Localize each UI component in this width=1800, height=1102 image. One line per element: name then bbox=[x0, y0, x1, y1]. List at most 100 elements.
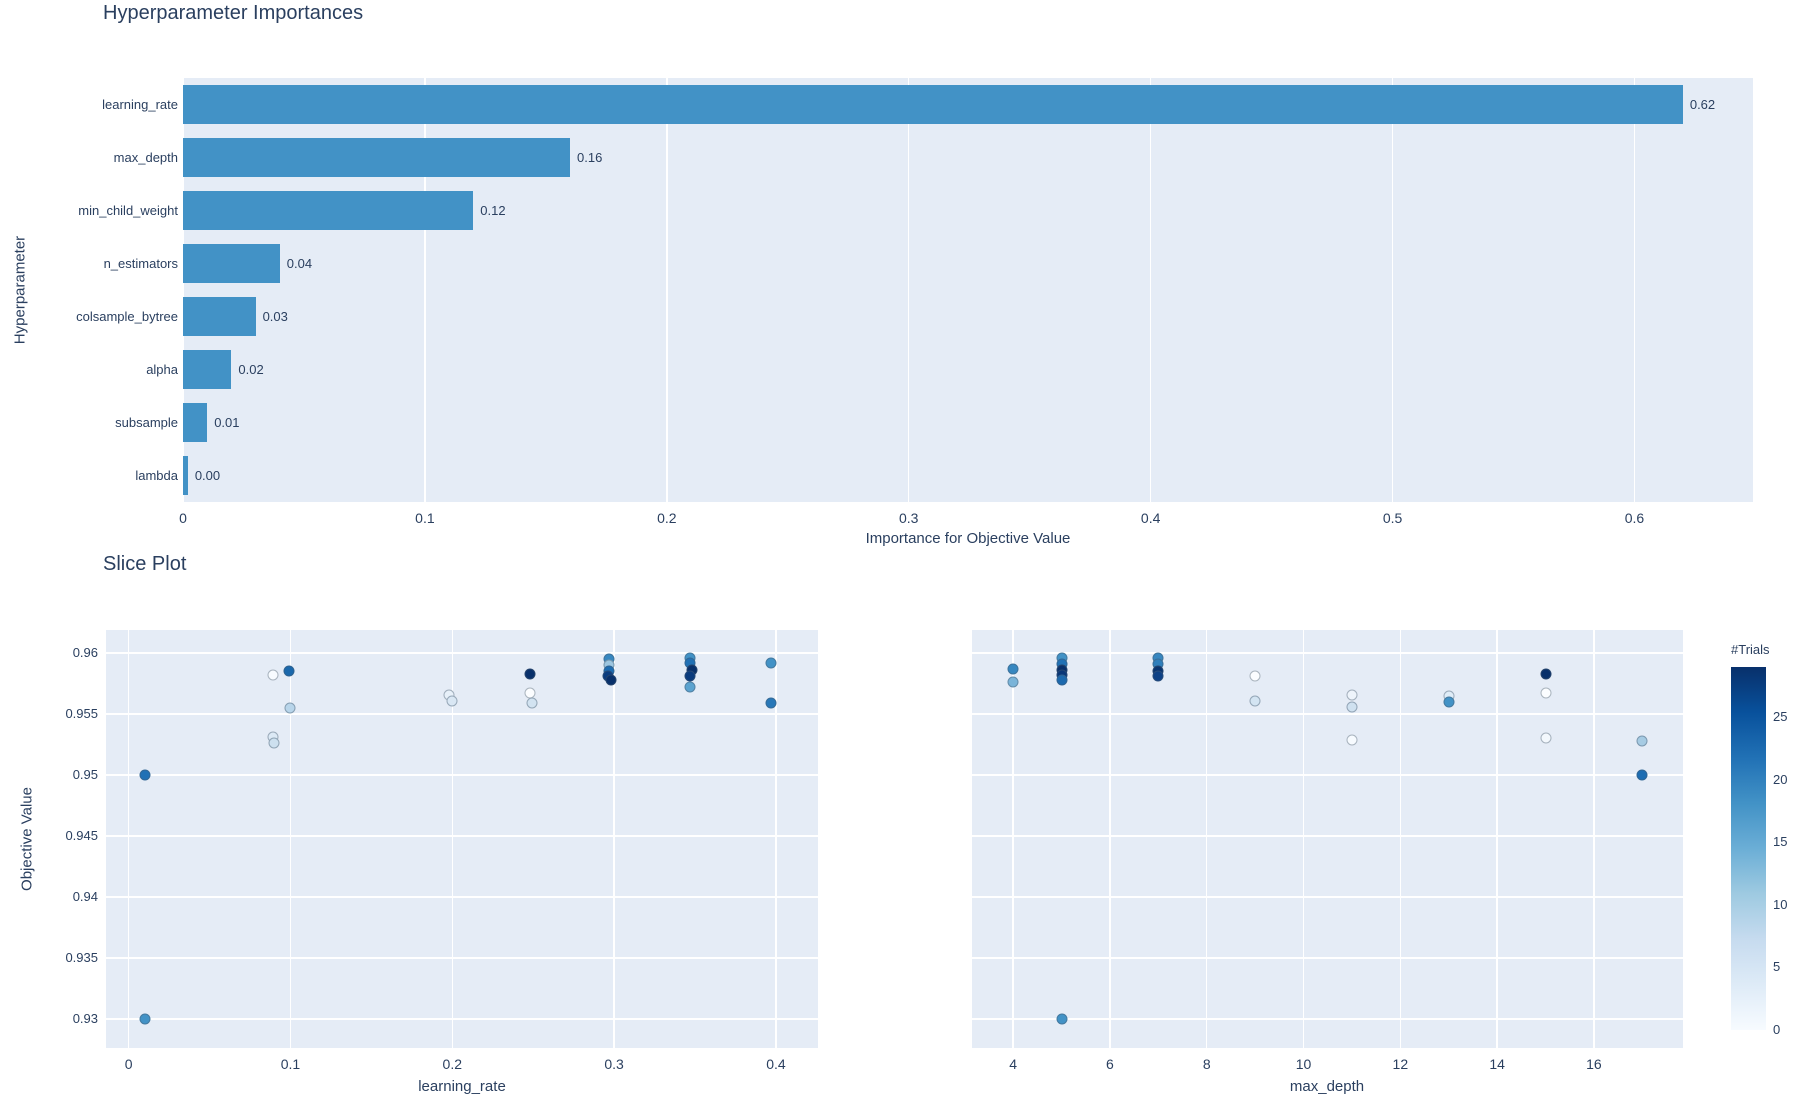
slice-learning-rate-gridline-h bbox=[106, 652, 818, 654]
slice-learning-rate-gridline-v bbox=[451, 630, 454, 1048]
scatter-point[interactable] bbox=[1056, 674, 1068, 686]
slice-max-depth-xaxis-title: max_depth bbox=[1289, 1078, 1365, 1095]
slice-yaxis-title: Objective Value bbox=[18, 787, 36, 891]
scatter-point[interactable] bbox=[526, 697, 538, 709]
bar-category-label: learning_rate bbox=[102, 96, 178, 112]
scatter-point[interactable] bbox=[268, 737, 280, 749]
bar-gridline bbox=[424, 78, 426, 502]
slice-max-depth-xtick-label: 6 bbox=[1106, 1056, 1114, 1072]
bar-gridline bbox=[1633, 78, 1636, 502]
slice-learning-rate-gridline-h bbox=[106, 957, 818, 959]
slice-learning-rate-gridline-h bbox=[106, 1018, 818, 1020]
bar-gridline bbox=[1391, 78, 1394, 502]
slice-learning-rate-ytick-label: 0.93 bbox=[72, 1010, 98, 1026]
scatter-point[interactable] bbox=[1007, 663, 1019, 675]
scatter-point[interactable] bbox=[283, 665, 295, 677]
slice-max-depth-xtick-label: 16 bbox=[1586, 1056, 1602, 1072]
importance-bar-colsample_bytree[interactable] bbox=[183, 297, 256, 336]
bar-value-label: 0.01 bbox=[214, 414, 240, 430]
slice-learning-rate-xtick-label: 0.3 bbox=[604, 1056, 624, 1072]
scatter-point[interactable] bbox=[1540, 668, 1552, 680]
bar-xtick-label: 0 bbox=[179, 510, 187, 526]
bar-value-label: 0.00 bbox=[194, 467, 221, 483]
bar-xtick-label: 0.2 bbox=[657, 510, 677, 526]
bar-category-label: min_child_weight bbox=[78, 202, 178, 218]
slice-learning-rate-gridline-h bbox=[106, 713, 818, 715]
importance-bar-alpha[interactable] bbox=[183, 350, 232, 389]
scatter-point[interactable] bbox=[1636, 769, 1648, 781]
slice-learning-rate-plot-area[interactable] bbox=[106, 630, 818, 1048]
scatter-point[interactable] bbox=[139, 1013, 151, 1025]
colorbar-tick-label: 5 bbox=[1773, 959, 1781, 975]
slice-learning-rate-xtick-label: 0.1 bbox=[280, 1056, 301, 1072]
slice-max-depth-plot-area[interactable] bbox=[972, 630, 1683, 1048]
importance-bar-learning_rate[interactable] bbox=[183, 85, 1683, 124]
scatter-point[interactable] bbox=[1346, 701, 1358, 713]
slice-max-depth-xtick-label: 10 bbox=[1295, 1056, 1312, 1072]
bar-xtick-label: 0.1 bbox=[415, 510, 435, 526]
colorbar-tick-label: 20 bbox=[1773, 771, 1788, 787]
slice-learning-rate-xtick-label: 0 bbox=[124, 1056, 133, 1072]
colorbar-tick-label: 15 bbox=[1773, 834, 1788, 850]
slice-learning-rate-gridline-h bbox=[106, 774, 818, 776]
scatter-point[interactable] bbox=[684, 681, 696, 693]
scatter-point[interactable] bbox=[1249, 670, 1261, 682]
bar-xtick-label: 0.4 bbox=[1140, 510, 1161, 526]
slice-max-depth-xtick-label: 8 bbox=[1202, 1056, 1211, 1072]
scatter-point[interactable] bbox=[139, 769, 151, 781]
bar-category-label: colsample_bytree bbox=[76, 308, 178, 324]
importance-bar-max_depth[interactable] bbox=[183, 138, 571, 177]
scatter-point[interactable] bbox=[1540, 687, 1552, 699]
scatter-point[interactable] bbox=[1056, 1013, 1068, 1025]
importance-bar-n_estimators[interactable] bbox=[183, 244, 280, 283]
slice-max-depth-gridline-v bbox=[1593, 630, 1595, 1048]
scatter-point[interactable] bbox=[1540, 732, 1552, 744]
slice-plot-title: Slice Plot bbox=[103, 553, 187, 575]
scatter-point[interactable] bbox=[1152, 670, 1164, 682]
scatter-point[interactable] bbox=[765, 697, 777, 709]
colorbar-tick-label: 25 bbox=[1773, 709, 1788, 725]
bar-category-label: n_estimators bbox=[103, 255, 178, 271]
slice-learning-rate-ytick-label: 0.935 bbox=[65, 949, 98, 965]
scatter-point[interactable] bbox=[1443, 696, 1455, 708]
bar-xtick-label: 0.6 bbox=[1624, 510, 1645, 526]
bar-category-label: alpha bbox=[146, 361, 178, 377]
slice-learning-rate-gridline-v bbox=[127, 630, 130, 1048]
slice-max-depth-gridline-h bbox=[972, 957, 1683, 959]
slice-max-depth-gridline-v bbox=[1302, 630, 1305, 1048]
bar-category-label: max_depth bbox=[113, 149, 178, 165]
importance-bar-min_child_weight[interactable] bbox=[183, 191, 474, 230]
slice-max-depth-gridline-h bbox=[972, 713, 1683, 715]
slice-learning-rate-ytick-label: 0.955 bbox=[65, 706, 98, 722]
scatter-point[interactable] bbox=[446, 695, 458, 707]
scatter-point[interactable] bbox=[524, 668, 536, 680]
bar-gridline bbox=[666, 78, 668, 502]
scatter-point[interactable] bbox=[765, 657, 777, 669]
scatter-point[interactable] bbox=[1636, 735, 1648, 747]
scatter-point[interactable] bbox=[1007, 676, 1019, 688]
slice-max-depth-gridline-v bbox=[1496, 630, 1498, 1048]
scatter-point[interactable] bbox=[1346, 734, 1358, 746]
colorbar-tick-label: 0 bbox=[1773, 1022, 1781, 1037]
bar-xtick-label: 0.3 bbox=[898, 510, 919, 526]
slice-max-depth-gridline-h bbox=[972, 1018, 1683, 1020]
slice-learning-rate-ytick-label: 0.95 bbox=[72, 767, 98, 783]
scatter-point[interactable] bbox=[1249, 695, 1261, 707]
importance-bar-subsample[interactable] bbox=[183, 403, 208, 442]
slice-max-depth-xtick-label: 4 bbox=[1009, 1056, 1018, 1072]
importance-bar-plot-area[interactable] bbox=[182, 78, 1753, 502]
scatter-point[interactable] bbox=[284, 702, 296, 714]
slice-learning-rate-gridline-v bbox=[613, 630, 615, 1048]
slice-max-depth-gridline-h bbox=[972, 652, 1683, 654]
bar-value-label: 0.16 bbox=[577, 149, 603, 165]
importance-yaxis-title: Hyperparameter bbox=[11, 235, 29, 345]
importance-bar-lambda[interactable] bbox=[183, 456, 188, 495]
scatter-point[interactable] bbox=[1346, 689, 1358, 701]
bar-value-label: 0.62 bbox=[1689, 96, 1716, 112]
scatter-point[interactable] bbox=[684, 670, 696, 682]
scatter-point[interactable] bbox=[267, 669, 279, 681]
bar-gridline bbox=[907, 78, 910, 502]
slice-learning-rate-gridline-v bbox=[289, 630, 292, 1048]
scatter-point[interactable] bbox=[605, 674, 617, 686]
